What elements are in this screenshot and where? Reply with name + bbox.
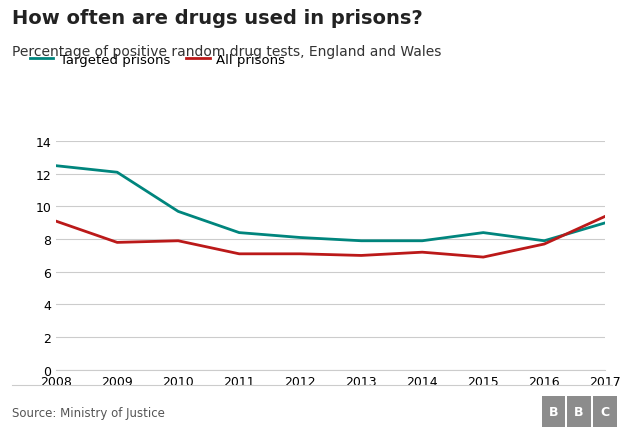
Text: Source: Ministry of Justice: Source: Ministry of Justice bbox=[12, 406, 165, 419]
Text: B: B bbox=[574, 405, 584, 418]
Text: Percentage of positive random drug tests, England and Wales: Percentage of positive random drug tests… bbox=[12, 45, 442, 59]
Text: B: B bbox=[548, 405, 558, 418]
Text: C: C bbox=[600, 405, 609, 418]
Text: How often are drugs used in prisons?: How often are drugs used in prisons? bbox=[12, 9, 423, 28]
Legend: Targeted prisons, All prisons: Targeted prisons, All prisons bbox=[24, 48, 291, 72]
